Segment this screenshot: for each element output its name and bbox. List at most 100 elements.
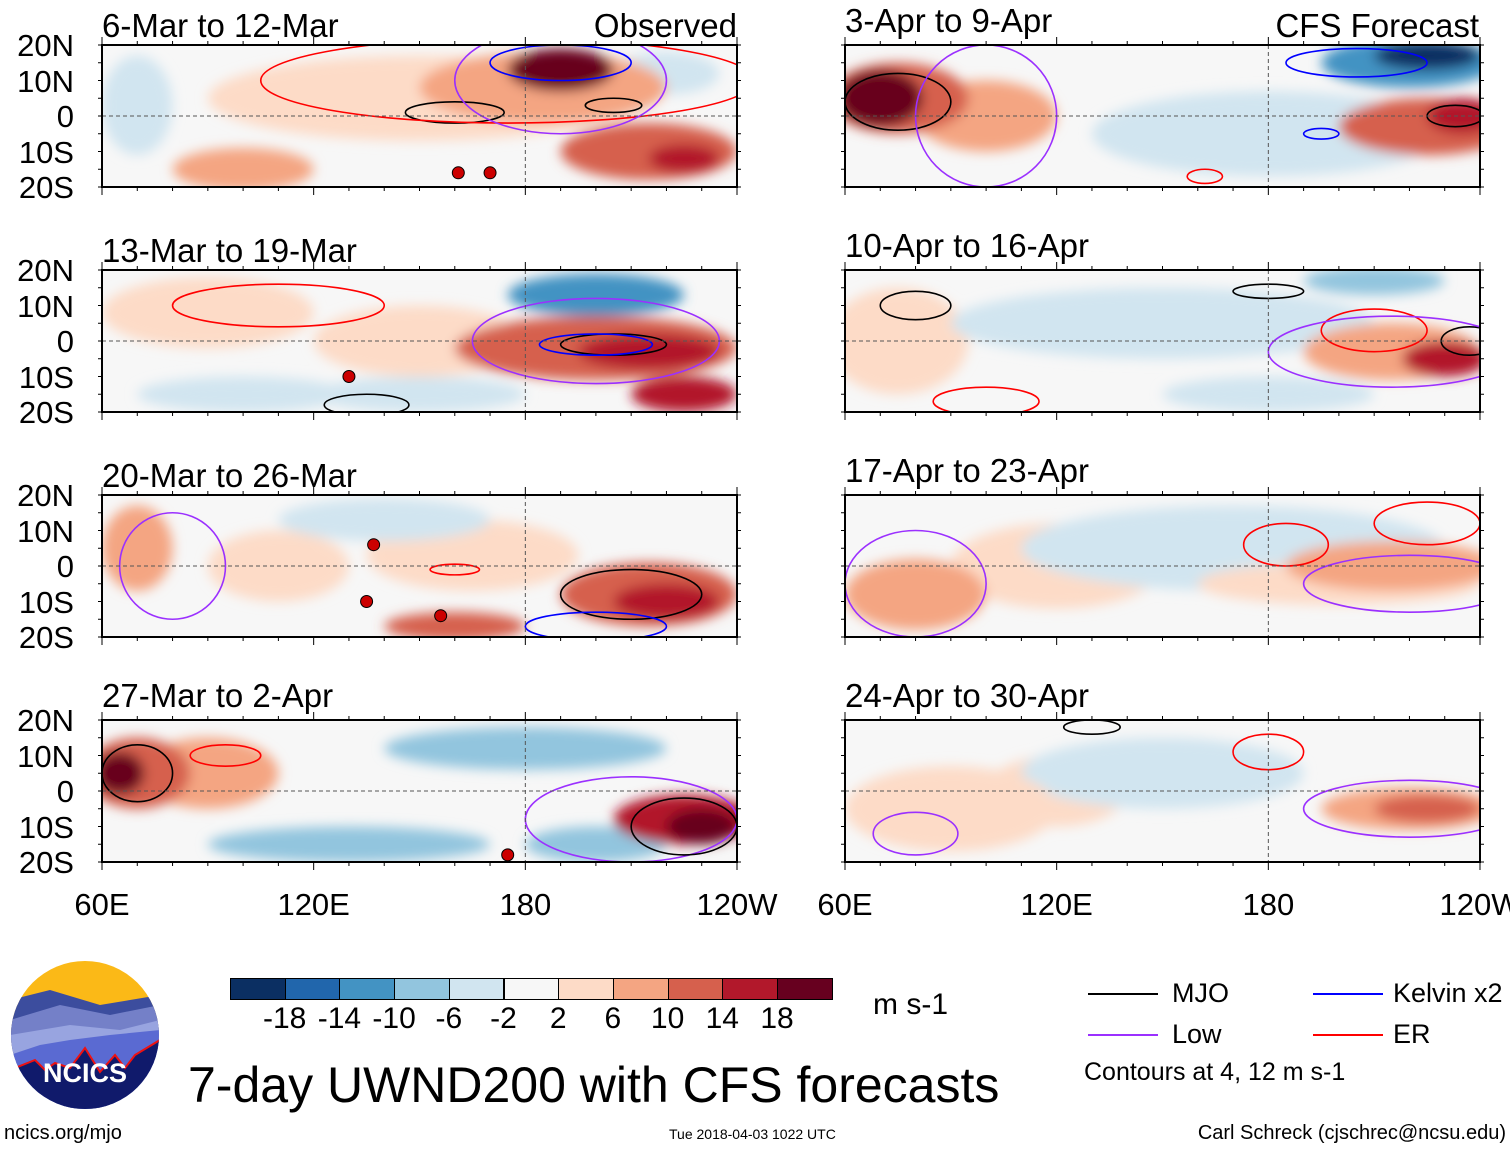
legend-kelvin-line (1313, 993, 1383, 995)
y-tick-label: 0 (56, 549, 74, 584)
x-tick-label: 180 (1242, 887, 1295, 922)
x-tick-label: 120E (1020, 887, 1093, 922)
tropical-cyclone-marker (367, 538, 381, 552)
x-tick-label: 120W (1439, 887, 1510, 922)
anomaly-blob (278, 498, 491, 542)
legend-er-label: ER (1393, 1019, 1431, 1049)
ncics-logo: NCICS (11, 961, 159, 1109)
observed-label: Observed (593, 7, 737, 44)
colorbar-swatch (230, 978, 286, 1000)
x-tick-label: 120W (696, 887, 778, 922)
legend-kelvin-label: Kelvin x2 (1393, 978, 1503, 1008)
colorbar-swatch (503, 978, 560, 1000)
legend-mjo-label: MJO (1172, 978, 1229, 1008)
colorbar-unit: m s-1 (873, 988, 948, 1021)
panel-title-7: 17-Apr to 23-Apr (845, 452, 1089, 489)
colorbar-label: 10 (650, 1002, 685, 1035)
legend-low-line (1088, 1034, 1158, 1036)
x-tick-label: 60E (74, 887, 130, 922)
tropical-cyclone-marker (360, 595, 374, 608)
anomaly-blob (666, 808, 737, 845)
tropical-cyclone-marker (434, 609, 448, 623)
mjo-contour (102, 744, 174, 803)
anomaly-blob (578, 333, 720, 370)
mjo-contour (845, 72, 952, 131)
anomaly-blob (1402, 341, 1480, 377)
panel-title-5: 3-Apr to 9-Apr (845, 2, 1053, 39)
panel-title-6: 10-Apr to 16-Apr (845, 227, 1089, 264)
anomaly-blob (102, 277, 314, 349)
anomaly-blob (1374, 794, 1480, 823)
uwnd200-panels (98, 37, 1484, 870)
footer-url[interactable]: ncics.org/mjo (4, 1122, 122, 1144)
colorbar-swatch (394, 978, 450, 1000)
anomaly-blob (1286, 541, 1480, 591)
anomaly-blob (845, 558, 987, 630)
anomaly-blob (845, 69, 923, 127)
timestamp: Tue 2018-04-03 1022 UTC (669, 1126, 836, 1142)
y-tick-label: 10S (18, 584, 74, 620)
er-contour (1186, 168, 1224, 185)
credit: Carl Schreck (cjschrec@ncsu.edu) (1197, 1122, 1506, 1144)
legend-note: Contours at 4, 12 m s-1 (1084, 1058, 1346, 1086)
anomaly-blob (313, 376, 526, 412)
kelvin-contour (538, 333, 654, 356)
colorbar-swatch (667, 978, 724, 1000)
colorbar-swatch (722, 978, 778, 1000)
y-tick-label: 0 (56, 324, 74, 359)
colorbar-swatch (284, 978, 341, 1000)
panel-4 (102, 720, 737, 862)
er-contour (1373, 501, 1480, 546)
y-tick-label: 20N (17, 253, 74, 288)
tropical-cyclone-marker (483, 166, 497, 180)
mjo-contour (879, 290, 952, 321)
panel-3 (102, 495, 737, 637)
panel-title-2: 13-Mar to 19-Mar (102, 232, 357, 269)
forecast-label: CFS Forecast (1275, 7, 1479, 44)
anomaly-blob (1021, 737, 1304, 809)
low-contour (1302, 779, 1480, 838)
y-tick-label: 10S (18, 359, 74, 395)
y-tick-label: 0 (56, 774, 74, 809)
anomaly-blob (1338, 98, 1480, 156)
kelvin-contour (524, 611, 668, 637)
low-contour (845, 529, 987, 637)
colorbar-swatch (448, 978, 505, 1000)
colorbar-label: -6 (435, 1002, 463, 1035)
legend-er-line (1313, 1034, 1383, 1036)
kelvin-contour (489, 45, 632, 82)
tropical-cyclone-marker (342, 370, 356, 383)
colorbar-label: 2 (549, 1002, 567, 1035)
panel-title-3: 20-Mar to 26-Mar (102, 457, 357, 494)
legend-low-label: Low (1172, 1019, 1222, 1049)
er-contour (1242, 522, 1330, 567)
kelvin-contour (1285, 47, 1428, 78)
mjo-contour (323, 393, 410, 412)
panel-2 (102, 270, 737, 412)
er-contour (171, 283, 386, 328)
colorbar-label: 14 (705, 1002, 739, 1035)
colorbar-swatch (777, 978, 833, 1000)
y-tick-label: 10S (18, 134, 74, 170)
y-tick-label: 20N (17, 703, 74, 738)
mjo-contour (404, 100, 505, 124)
y-tick-label: 20S (18, 845, 74, 880)
y-tick-label: 10S (18, 809, 74, 845)
low-contour (872, 811, 959, 856)
figure-title: 7-day UWND200 with CFS forecasts (188, 1057, 1000, 1113)
low-contour (1302, 554, 1480, 613)
panel-7 (845, 495, 1480, 637)
anomaly-blob (137, 376, 349, 412)
y-tick-label: 20S (18, 170, 74, 205)
anomaly-blob (102, 55, 173, 156)
legend-mjo-line (1088, 993, 1158, 995)
tropical-cyclone-marker (451, 166, 465, 180)
anomaly-blob (207, 826, 491, 862)
anomaly-blob (172, 147, 314, 187)
y-tick-label: 10N (17, 513, 74, 549)
anomaly-blob (613, 583, 720, 620)
y-tick-label: 20N (17, 28, 74, 63)
anomaly-blob (1303, 270, 1445, 295)
colorbar-swatch (339, 978, 396, 1000)
panel-8 (845, 720, 1480, 862)
